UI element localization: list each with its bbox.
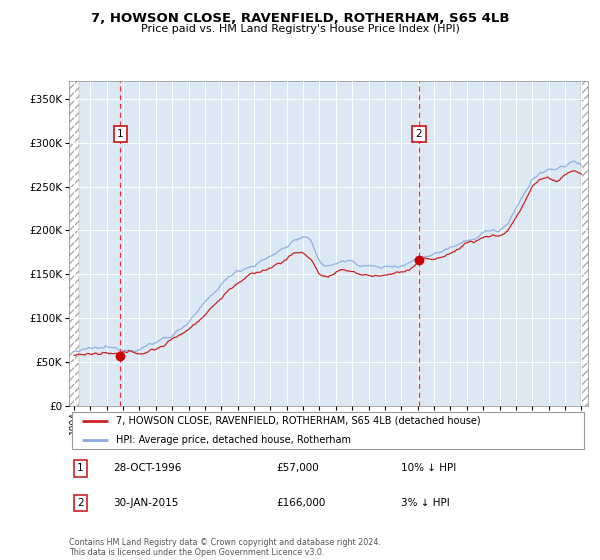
Text: 30-JAN-2015: 30-JAN-2015 <box>113 498 178 508</box>
Text: 1: 1 <box>77 464 84 473</box>
Text: £166,000: £166,000 <box>277 498 326 508</box>
Text: Price paid vs. HM Land Registry's House Price Index (HPI): Price paid vs. HM Land Registry's House … <box>140 24 460 34</box>
Text: 7, HOWSON CLOSE, RAVENFIELD, ROTHERHAM, S65 4LB (detached house): 7, HOWSON CLOSE, RAVENFIELD, ROTHERHAM, … <box>116 416 481 426</box>
Text: Contains HM Land Registry data © Crown copyright and database right 2024.
This d: Contains HM Land Registry data © Crown c… <box>69 538 381 557</box>
Text: 28-OCT-1996: 28-OCT-1996 <box>113 464 181 473</box>
Text: £57,000: £57,000 <box>277 464 319 473</box>
Text: HPI: Average price, detached house, Rotherham: HPI: Average price, detached house, Roth… <box>116 435 351 445</box>
Bar <box>69 81 79 406</box>
Text: 7, HOWSON CLOSE, RAVENFIELD, ROTHERHAM, S65 4LB: 7, HOWSON CLOSE, RAVENFIELD, ROTHERHAM, … <box>91 12 509 25</box>
Text: 10% ↓ HPI: 10% ↓ HPI <box>401 464 457 473</box>
Bar <box>581 81 590 406</box>
Text: 3% ↓ HPI: 3% ↓ HPI <box>401 498 450 508</box>
Text: 1: 1 <box>117 129 124 139</box>
FancyBboxPatch shape <box>71 412 584 449</box>
Text: 2: 2 <box>77 498 84 508</box>
Text: 2: 2 <box>416 129 422 139</box>
